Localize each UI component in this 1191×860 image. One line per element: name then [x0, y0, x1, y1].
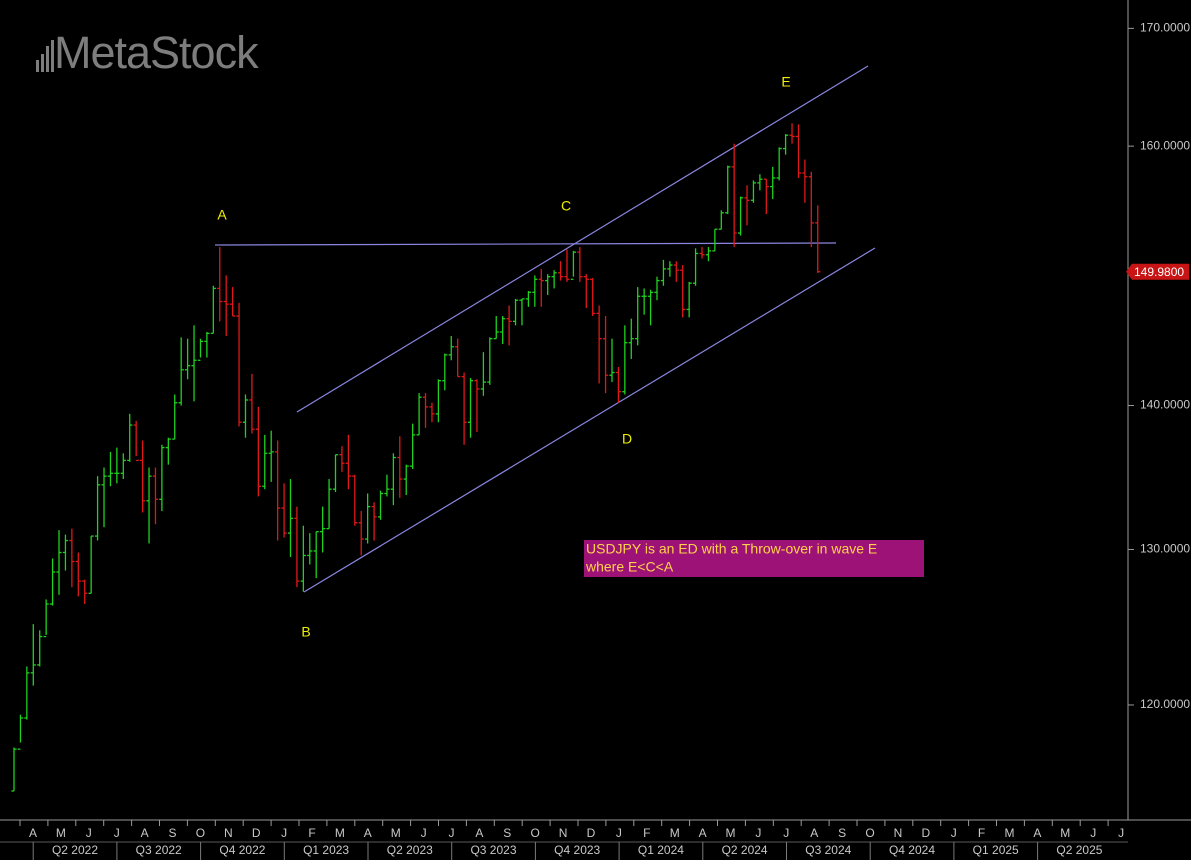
x-tick-label: F	[978, 826, 985, 840]
quarter-label: Q1 2024	[638, 843, 684, 857]
x-tick-label: M	[1060, 826, 1070, 840]
x-tick-label: J	[755, 826, 761, 840]
last-price-marker	[1126, 263, 1189, 280]
y-tick-label: 120.0000	[1140, 697, 1190, 711]
wave-label: D	[622, 431, 632, 447]
y-tick-label: 170.0000	[1140, 21, 1190, 35]
x-tick-label: J	[114, 826, 120, 840]
watermark-logo	[36, 40, 54, 72]
trend-line	[303, 247, 876, 593]
x-tick-label: N	[559, 826, 568, 840]
x-tick-label: D	[252, 826, 261, 840]
x-tick-label: J	[449, 826, 455, 840]
watermark: MetaStock	[54, 27, 259, 78]
x-tick-label: S	[168, 826, 176, 840]
x-tick-label: S	[503, 826, 511, 840]
x-tick-label: J	[86, 826, 92, 840]
price-bars	[11, 123, 821, 792]
quarter-label: Q3 2022	[136, 843, 182, 857]
x-tick-label: J	[281, 826, 287, 840]
note-box	[584, 540, 924, 577]
quarter-label: Q3 2023	[470, 843, 516, 857]
x-tick-label: F	[308, 826, 315, 840]
x-tick-label: M	[1005, 826, 1015, 840]
quarter-label: Q4 2024	[889, 843, 935, 857]
note-text: USDJPY is an ED with a Throw-over in wav…	[586, 541, 877, 557]
x-tick-label: A	[699, 826, 707, 840]
x-tick-label: A	[810, 826, 818, 840]
x-tick-label: J	[783, 826, 789, 840]
x-tick-label: N	[894, 826, 903, 840]
wave-label: B	[301, 624, 310, 640]
trend-line	[220, 242, 837, 246]
x-tick-label: M	[391, 826, 401, 840]
quarter-label: Q2 2022	[52, 843, 98, 857]
wave-label: C	[561, 198, 571, 214]
x-tick-label: J	[1118, 826, 1124, 840]
x-tick-label: J	[421, 826, 427, 840]
x-tick-label: O	[531, 826, 540, 840]
x-tick-label: J	[616, 826, 622, 840]
x-tick-label: A	[475, 826, 483, 840]
trend-line	[296, 65, 869, 413]
x-tick-label: S	[838, 826, 846, 840]
note-text: where E<C<A	[585, 559, 674, 575]
quarter-label: Q2 2024	[722, 843, 768, 857]
quarter-label: Q4 2022	[219, 843, 265, 857]
y-tick-label: 130.0000	[1140, 542, 1190, 556]
x-tick-label: O	[196, 826, 205, 840]
x-tick-label: O	[865, 826, 874, 840]
last-price-label: 149.9800	[1134, 265, 1184, 279]
x-tick-label: A	[1033, 826, 1041, 840]
x-tick-label: D	[921, 826, 930, 840]
quarter-label: Q1 2025	[973, 843, 1019, 857]
wave-label: E	[781, 74, 790, 90]
x-tick-label: M	[726, 826, 736, 840]
x-tick-label: J	[1090, 826, 1096, 840]
x-tick-label: N	[224, 826, 233, 840]
quarter-label: Q4 2023	[554, 843, 600, 857]
x-tick-label: A	[364, 826, 372, 840]
x-tick-label: M	[56, 826, 66, 840]
x-tick-label: D	[587, 826, 596, 840]
x-tick-label: F	[643, 826, 650, 840]
y-tick-label: 140.0000	[1140, 398, 1190, 412]
x-tick-label: A	[29, 826, 37, 840]
y-tick-label: 160.0000	[1140, 138, 1190, 152]
quarter-label: Q2 2025	[1056, 843, 1102, 857]
quarter-label: Q3 2024	[805, 843, 851, 857]
quarter-label: Q2 2023	[387, 843, 433, 857]
x-tick-label: M	[670, 826, 680, 840]
x-tick-label: J	[951, 826, 957, 840]
wave-label: A	[217, 207, 227, 223]
x-tick-label: M	[335, 826, 345, 840]
quarter-label: Q1 2023	[303, 843, 349, 857]
x-tick-label: A	[141, 826, 149, 840]
